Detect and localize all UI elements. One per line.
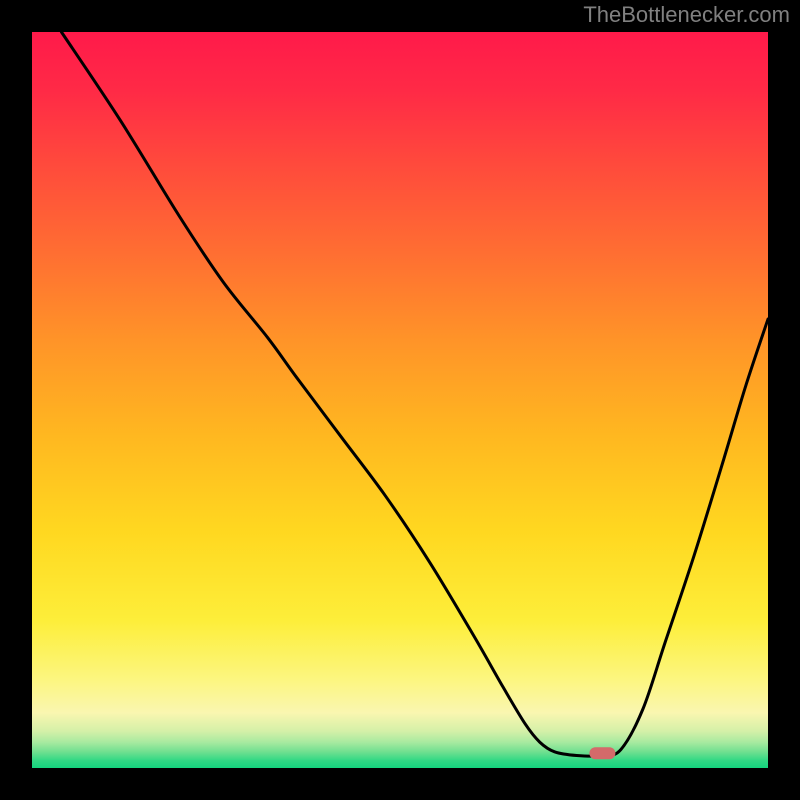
optimal-marker <box>589 747 615 759</box>
plot-background <box>32 32 768 768</box>
watermark-text: TheBottlenecker.com <box>583 2 790 28</box>
bottleneck-chart <box>0 0 800 800</box>
chart-container: TheBottlenecker.com <box>0 0 800 800</box>
